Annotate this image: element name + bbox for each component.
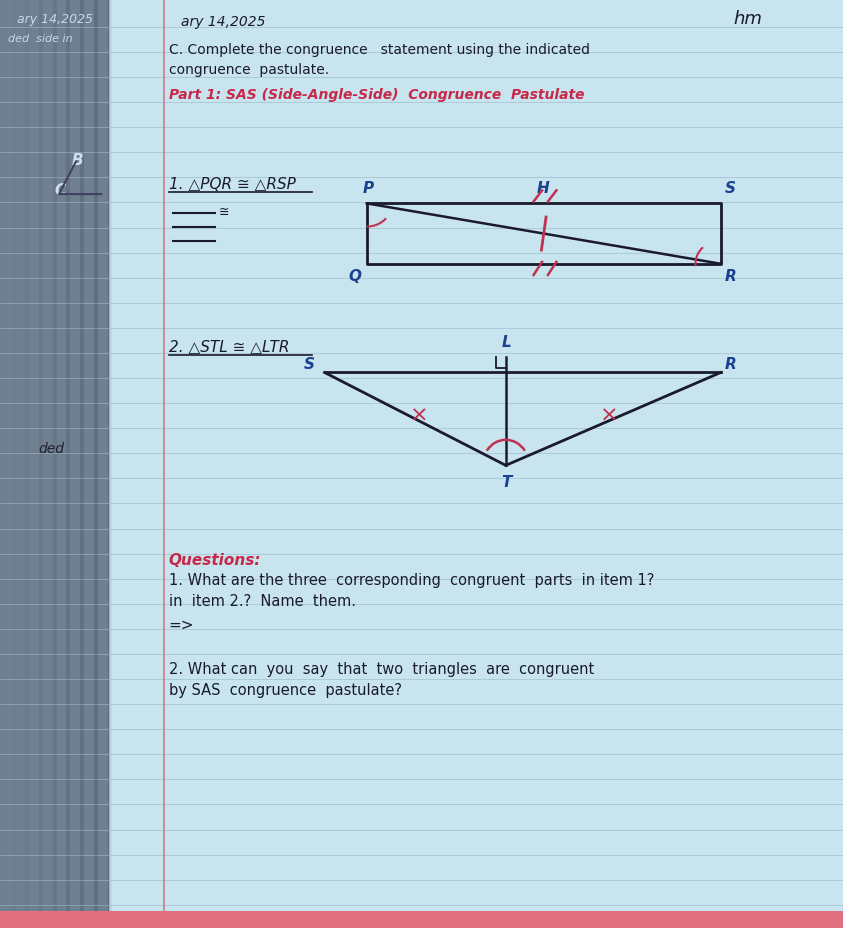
Text: 1. △PQR ≅ △RSP: 1. △PQR ≅ △RSP bbox=[169, 176, 296, 191]
Text: 2. What can  you  say  that  two  triangles  are  congruent: 2. What can you say that two triangles a… bbox=[169, 662, 593, 677]
Text: R: R bbox=[725, 269, 737, 284]
Text: by SAS  congruence  pastulate?: by SAS congruence pastulate? bbox=[169, 682, 401, 697]
Text: C: C bbox=[55, 183, 66, 198]
Text: ×: × bbox=[599, 405, 619, 425]
Text: R: R bbox=[725, 356, 737, 371]
Text: ary 14,2025: ary 14,2025 bbox=[181, 15, 266, 29]
Text: =>: => bbox=[169, 617, 194, 632]
Text: hm: hm bbox=[733, 10, 762, 28]
Text: 2. △STL ≅ △LTR: 2. △STL ≅ △LTR bbox=[169, 339, 289, 354]
Text: in  item 2.?  Name  them.: in item 2.? Name them. bbox=[169, 593, 356, 608]
Text: ≅: ≅ bbox=[219, 206, 229, 219]
Polygon shape bbox=[0, 911, 843, 928]
Text: S: S bbox=[725, 181, 736, 196]
Text: Questions:: Questions: bbox=[169, 552, 261, 567]
Text: ded: ded bbox=[38, 442, 64, 456]
Text: ary 14,2025: ary 14,2025 bbox=[17, 13, 93, 26]
Text: Part 1: SAS (Side-Angle-Side)  Congruence  Pastulate: Part 1: SAS (Side-Angle-Side) Congruence… bbox=[169, 88, 584, 102]
Text: T: T bbox=[502, 474, 512, 489]
Text: Q: Q bbox=[348, 269, 361, 284]
Text: P: P bbox=[362, 181, 373, 196]
Text: ded  side in: ded side in bbox=[8, 33, 73, 44]
Polygon shape bbox=[110, 0, 843, 928]
Text: C. Complete the congruence   statement using the indicated: C. Complete the congruence statement usi… bbox=[169, 43, 589, 57]
Text: L: L bbox=[502, 334, 512, 349]
Text: S: S bbox=[303, 356, 314, 371]
Polygon shape bbox=[0, 0, 110, 928]
Text: ×: × bbox=[410, 405, 429, 425]
Text: H: H bbox=[537, 181, 550, 196]
Text: B: B bbox=[72, 153, 83, 168]
Text: 1. What are the three  corresponding  congruent  parts  in item 1?: 1. What are the three corresponding cong… bbox=[169, 573, 654, 587]
Text: congruence  pastulate.: congruence pastulate. bbox=[169, 63, 329, 77]
